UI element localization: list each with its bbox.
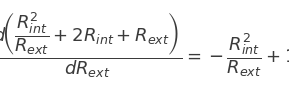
Text: $\dfrac{d\!\left(\dfrac{R_{int}^{2}}{R_{ext}}+2R_{int}+R_{ext}\right)}{dR_{ext}}: $\dfrac{d\!\left(\dfrac{R_{int}^{2}}{R_{… (0, 11, 289, 80)
